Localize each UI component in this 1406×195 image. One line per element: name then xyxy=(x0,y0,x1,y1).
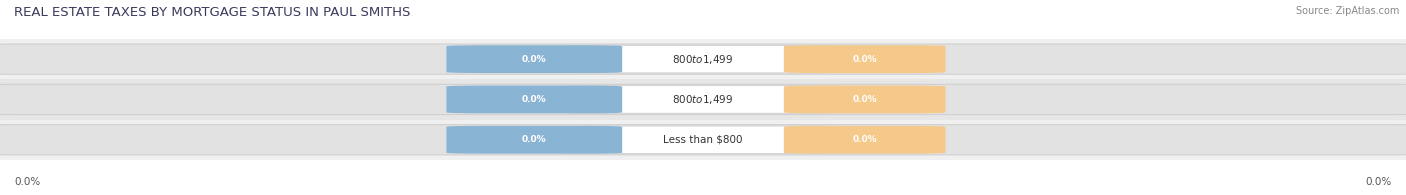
Text: $800 to $1,499: $800 to $1,499 xyxy=(672,93,734,106)
Text: 0.0%: 0.0% xyxy=(852,95,877,104)
Bar xyxy=(0,79,1406,120)
FancyBboxPatch shape xyxy=(565,86,839,113)
FancyBboxPatch shape xyxy=(785,45,945,73)
Text: REAL ESTATE TAXES BY MORTGAGE STATUS IN PAUL SMITHS: REAL ESTATE TAXES BY MORTGAGE STATUS IN … xyxy=(14,6,411,19)
Text: 0.0%: 0.0% xyxy=(522,135,547,144)
Text: 0.0%: 0.0% xyxy=(522,95,547,104)
FancyBboxPatch shape xyxy=(0,125,1406,155)
Text: $800 to $1,499: $800 to $1,499 xyxy=(672,53,734,66)
FancyBboxPatch shape xyxy=(0,84,1406,115)
Text: 0.0%: 0.0% xyxy=(1365,177,1392,187)
Bar xyxy=(0,39,1406,79)
FancyBboxPatch shape xyxy=(446,126,621,154)
FancyBboxPatch shape xyxy=(565,126,839,153)
FancyBboxPatch shape xyxy=(785,126,945,154)
FancyBboxPatch shape xyxy=(0,44,1406,74)
Text: Less than $800: Less than $800 xyxy=(664,135,742,145)
Text: 0.0%: 0.0% xyxy=(522,55,547,64)
Text: 0.0%: 0.0% xyxy=(852,55,877,64)
FancyBboxPatch shape xyxy=(446,86,621,113)
Text: Source: ZipAtlas.com: Source: ZipAtlas.com xyxy=(1295,6,1399,16)
FancyBboxPatch shape xyxy=(565,45,839,73)
Text: 0.0%: 0.0% xyxy=(852,135,877,144)
Text: 0.0%: 0.0% xyxy=(14,177,41,187)
FancyBboxPatch shape xyxy=(785,86,945,113)
FancyBboxPatch shape xyxy=(446,45,621,73)
Bar xyxy=(0,120,1406,160)
